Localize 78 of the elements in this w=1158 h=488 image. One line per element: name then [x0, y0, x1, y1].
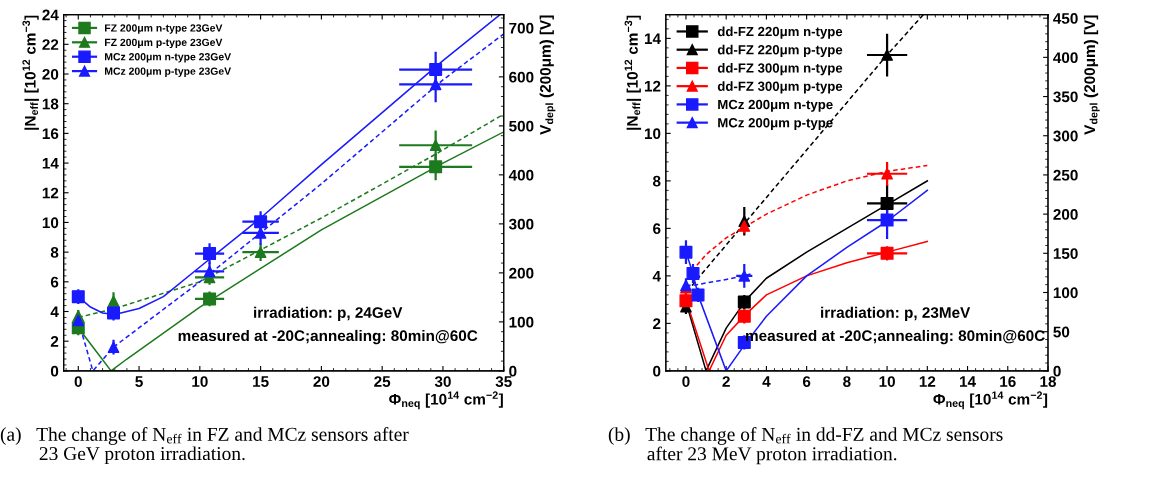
x-tick-label: 0 — [682, 376, 690, 387]
legend-label: dd-FZ 220μm n-type — [717, 26, 843, 39]
y2-axis-title: V$_{depl}$ (200μm) [V] — [1083, 15, 1100, 135]
x-tick-label: 8 — [843, 376, 851, 387]
y2-tick-label: 0 — [1053, 365, 1061, 377]
y2-tick-label: 200 — [509, 267, 534, 279]
y-tick-label: 8 — [652, 175, 661, 187]
y2-tick-label: 150 — [1053, 248, 1078, 259]
y2-tick-label: 0 — [509, 365, 517, 377]
y2-tick-label: 400 — [1053, 52, 1078, 64]
legend-label: dd-FZ 300μm p-type — [717, 81, 843, 94]
x-tick-label: 12 — [919, 376, 936, 387]
x-tick-label: 4 — [762, 376, 771, 387]
y-tick-label: 16 — [42, 128, 59, 140]
legend-label: FZ 200μm p-type 23GeV — [105, 38, 223, 49]
x-tick-label: 18 — [1040, 376, 1057, 387]
y-tick-label: 2 — [653, 318, 661, 329]
x-tick-label: 14 — [960, 376, 976, 387]
text: (a) The change of N$_{eff}$ in FZ and MCz sensors after 23 GeV proton irradiation. — [0, 427, 409, 465]
y2-tick-label: 50 — [1053, 326, 1070, 338]
y-tick-label: 4 — [50, 306, 59, 318]
y-tick-label: 14 — [644, 33, 661, 44]
y-tick-label: 6 — [653, 223, 661, 235]
x-axis-title: Φ$_{neq}$ [10$^{14}$ cm$^{−2}$] — [933, 391, 1048, 410]
y-tick-label: 18 — [42, 98, 59, 110]
annotation: irradiation: p, 24GeV — [254, 306, 403, 321]
y-tick-label: 10 — [644, 128, 661, 140]
y-tick-label: 12 — [644, 80, 661, 92]
y-tick-label: 6 — [50, 276, 59, 288]
y2-tick-label: 350 — [1053, 91, 1078, 103]
y2-tick-label: 100 — [509, 316, 534, 328]
y2-tick-label: 450 — [1053, 13, 1078, 24]
legend-label: MCz 200μm p-type 23GeV — [105, 67, 232, 77]
y-tick-label: 8 — [50, 247, 59, 258]
x-tick-label: 15 — [253, 376, 269, 387]
y-tick-label: 4 — [652, 270, 661, 282]
y2-tick-label: 500 — [509, 120, 534, 132]
legend-label: MCz 200μm p-type — [718, 118, 833, 130]
y-axis-title: |N$_{eff}$| [10$^{12}$ cm$^{−3}$] — [22, 15, 39, 130]
y2-tick-label: 200 — [1053, 208, 1078, 220]
x-tick-label: 10 — [879, 376, 895, 387]
x-tick-label: 2 — [722, 376, 730, 387]
legend-label: MCz 200μm n-type 23GeV — [105, 53, 232, 63]
annotation: irradiation: p, 23MeV — [821, 306, 971, 321]
y-tick-label: 22 — [42, 39, 59, 50]
y-tick-label: 0 — [50, 365, 59, 377]
y2-tick-label: 700 — [509, 22, 534, 34]
legend-label: FZ 200μm n-type 23GeV — [105, 24, 223, 34]
y2-tick-label: 100 — [1053, 287, 1078, 299]
x-tick-label: 16 — [1000, 376, 1016, 387]
y2-tick-label: 600 — [509, 71, 534, 83]
y2-axis-title: V$_{depl}$ (200μm) [V] — [539, 15, 556, 135]
legend-label: dd-FZ 220μm p-type — [717, 44, 843, 58]
y2-tick-label: 300 — [1053, 130, 1078, 142]
legend-label: dd-FZ 300μm n-type — [717, 62, 843, 76]
x-tick-label: 30 — [434, 376, 451, 387]
y-axis-title: |N$_{eff}$| [10$^{12}$ cm$^{−3}$] — [624, 15, 642, 130]
y-tick-label: 24 — [42, 9, 59, 21]
x-tick-label: 35 — [495, 376, 512, 387]
legend-label: MCz 200μm n-type — [718, 99, 833, 112]
x-tick-label: 25 — [374, 376, 391, 387]
x-axis-title: Φ$_{neq}$ [10$^{14}$ cm$^{−2}$] — [389, 391, 503, 410]
annotation: measured at -20C;annealing: 80min@60C — [178, 329, 478, 345]
y-tick-label: 0 — [653, 365, 661, 377]
y-tick-label: 2 — [50, 336, 59, 347]
x-tick-label: 5 — [135, 376, 143, 387]
y2-tick-label: 400 — [508, 169, 534, 181]
x-tick-label: 10 — [192, 376, 208, 387]
x-tick-label: 6 — [802, 376, 811, 387]
y2-tick-label: 300 — [508, 218, 534, 230]
y-tick-label: 12 — [42, 187, 59, 199]
y-tick-label: 14 — [42, 158, 59, 169]
y2-tick-label: 250 — [1053, 169, 1078, 181]
x-tick-label: 20 — [313, 376, 330, 387]
y-tick-label: 10 — [42, 217, 59, 229]
x-tick-label: 0 — [74, 376, 82, 387]
y-tick-label: 20 — [42, 68, 59, 80]
text: (b) The change of N$_{eff}$ in dd-FZ and MCz sensors after 23 MeV proton irradiation. — [608, 427, 1003, 465]
